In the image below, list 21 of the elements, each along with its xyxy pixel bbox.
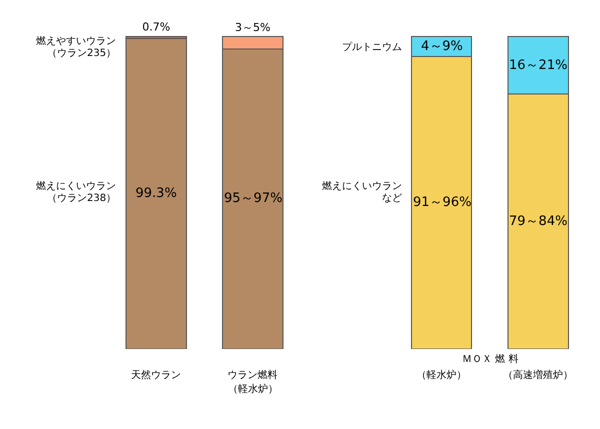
annotation: （ウラン238） (47, 193, 116, 204)
annotation: など (382, 193, 402, 204)
annotation: 91～96% (413, 195, 472, 210)
text: （軽水炉） (228, 383, 278, 395)
x-tick-label: ウラン燃料 (228, 369, 278, 381)
annotation: 95～97% (224, 191, 282, 206)
annotation: （ウラン235） (47, 48, 116, 59)
annotation: 燃えやすいウラン (36, 35, 116, 47)
annotation: 16～21% (509, 58, 568, 73)
data-label: 99.3% (136, 186, 177, 202)
annotation: 79～84% (509, 214, 568, 229)
x-tick-label: 天然ウラン (131, 369, 182, 381)
annotation: プルトニウム (342, 41, 402, 53)
annotation: 燃えにくいウラン (322, 180, 402, 192)
text: ＭＯＸ 燃 料 (462, 353, 518, 365)
annotation: 燃えにくいウラン (36, 180, 116, 192)
annotation: 4～9% (421, 39, 463, 54)
x-tick-label: （高速増殖炉） (503, 369, 574, 381)
text: 3～5% (235, 21, 270, 34)
data-label: 0.7% (142, 20, 170, 34)
x-tick-label: （軽水炉） (416, 369, 467, 381)
